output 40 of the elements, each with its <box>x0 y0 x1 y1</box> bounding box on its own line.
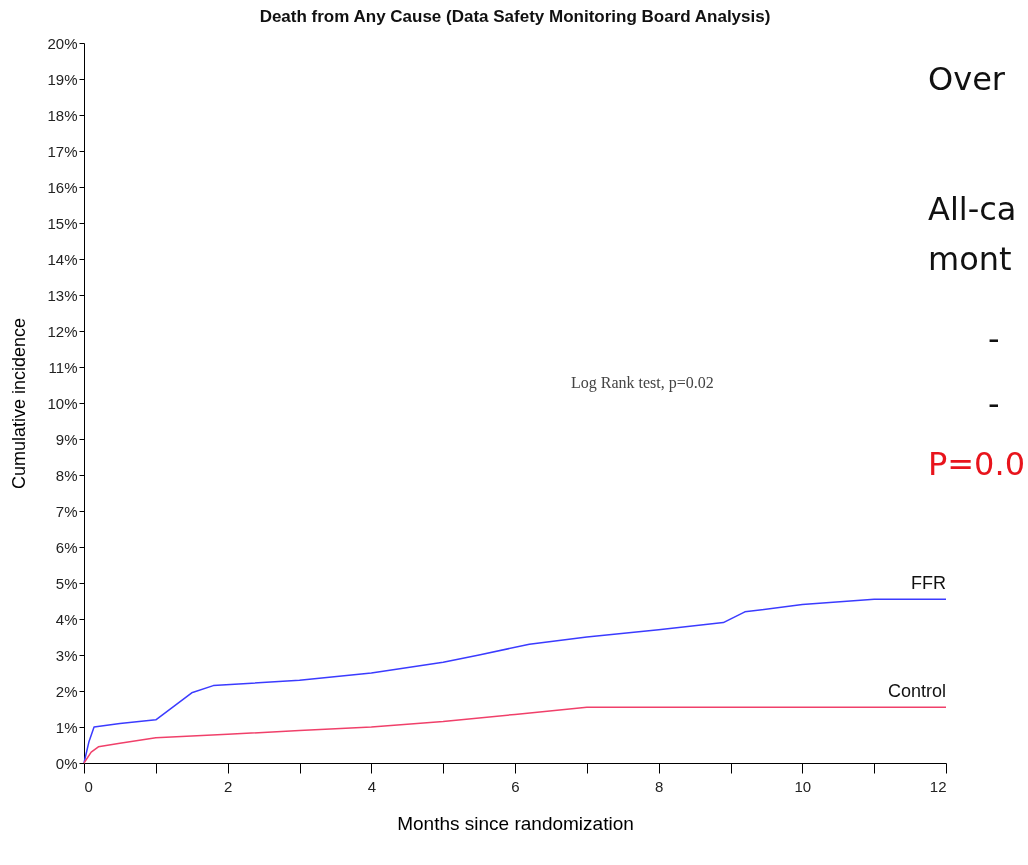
y-tick-label: 5% <box>55 574 78 592</box>
text: - <box>988 320 1000 358</box>
y-tick-label: 11% <box>48 358 78 376</box>
series-label: FFR <box>911 573 946 594</box>
series-label: Control <box>887 681 946 702</box>
x-axis-title: Months since randomization <box>397 812 634 834</box>
x-tick-label: 2 <box>223 777 233 795</box>
y-tick-label: 19% <box>47 70 78 88</box>
x-tick-label: 6 <box>511 777 520 795</box>
y-tick-label: 4% <box>55 610 78 628</box>
y-tick-label: 13% <box>47 286 78 304</box>
y-tick-label: 12% <box>47 322 78 340</box>
y-tick-label: 1% <box>55 718 78 736</box>
y-tick-label: 15% <box>47 214 78 232</box>
annotation: mont <box>928 240 1012 278</box>
annotation: Log Rank test, p=0.02 <box>571 374 714 392</box>
y-tick-label: 2% <box>55 682 78 700</box>
y-tick-label: 14% <box>47 250 78 268</box>
y-tick-label: 3% <box>55 646 78 664</box>
annotation: All-ca <box>928 190 1017 228</box>
y-tick-label: 9% <box>55 430 78 448</box>
x-tick-label: 0 <box>84 777 93 795</box>
annotation: P=0.0 <box>928 445 1025 483</box>
y-axis-title: Cumulative incidence <box>9 317 30 490</box>
y-tick-label: 7% <box>55 502 78 520</box>
y-tick-label: 20% <box>47 34 78 52</box>
y-tick-label: 16% <box>47 178 78 196</box>
x-tick-label: 4 <box>367 777 377 795</box>
y-tick-label: 17% <box>47 142 78 160</box>
x-tick-label: 8 <box>654 777 664 795</box>
y-tick-label: 6% <box>55 538 78 556</box>
y-tick-label: 0% <box>55 754 78 772</box>
x-tick-label: 10 <box>794 777 812 795</box>
y-tick-label: 8% <box>55 466 78 484</box>
y-tick-label: 18% <box>47 106 78 124</box>
x-tick-label: 12 <box>929 777 947 795</box>
chart-title: Death from Any Cause (Data Safety Monitoring Board Analysis) <box>259 7 771 26</box>
text: - <box>988 385 1000 423</box>
annotation: Over <box>928 60 1005 98</box>
y-tick-label: 10% <box>47 394 78 412</box>
